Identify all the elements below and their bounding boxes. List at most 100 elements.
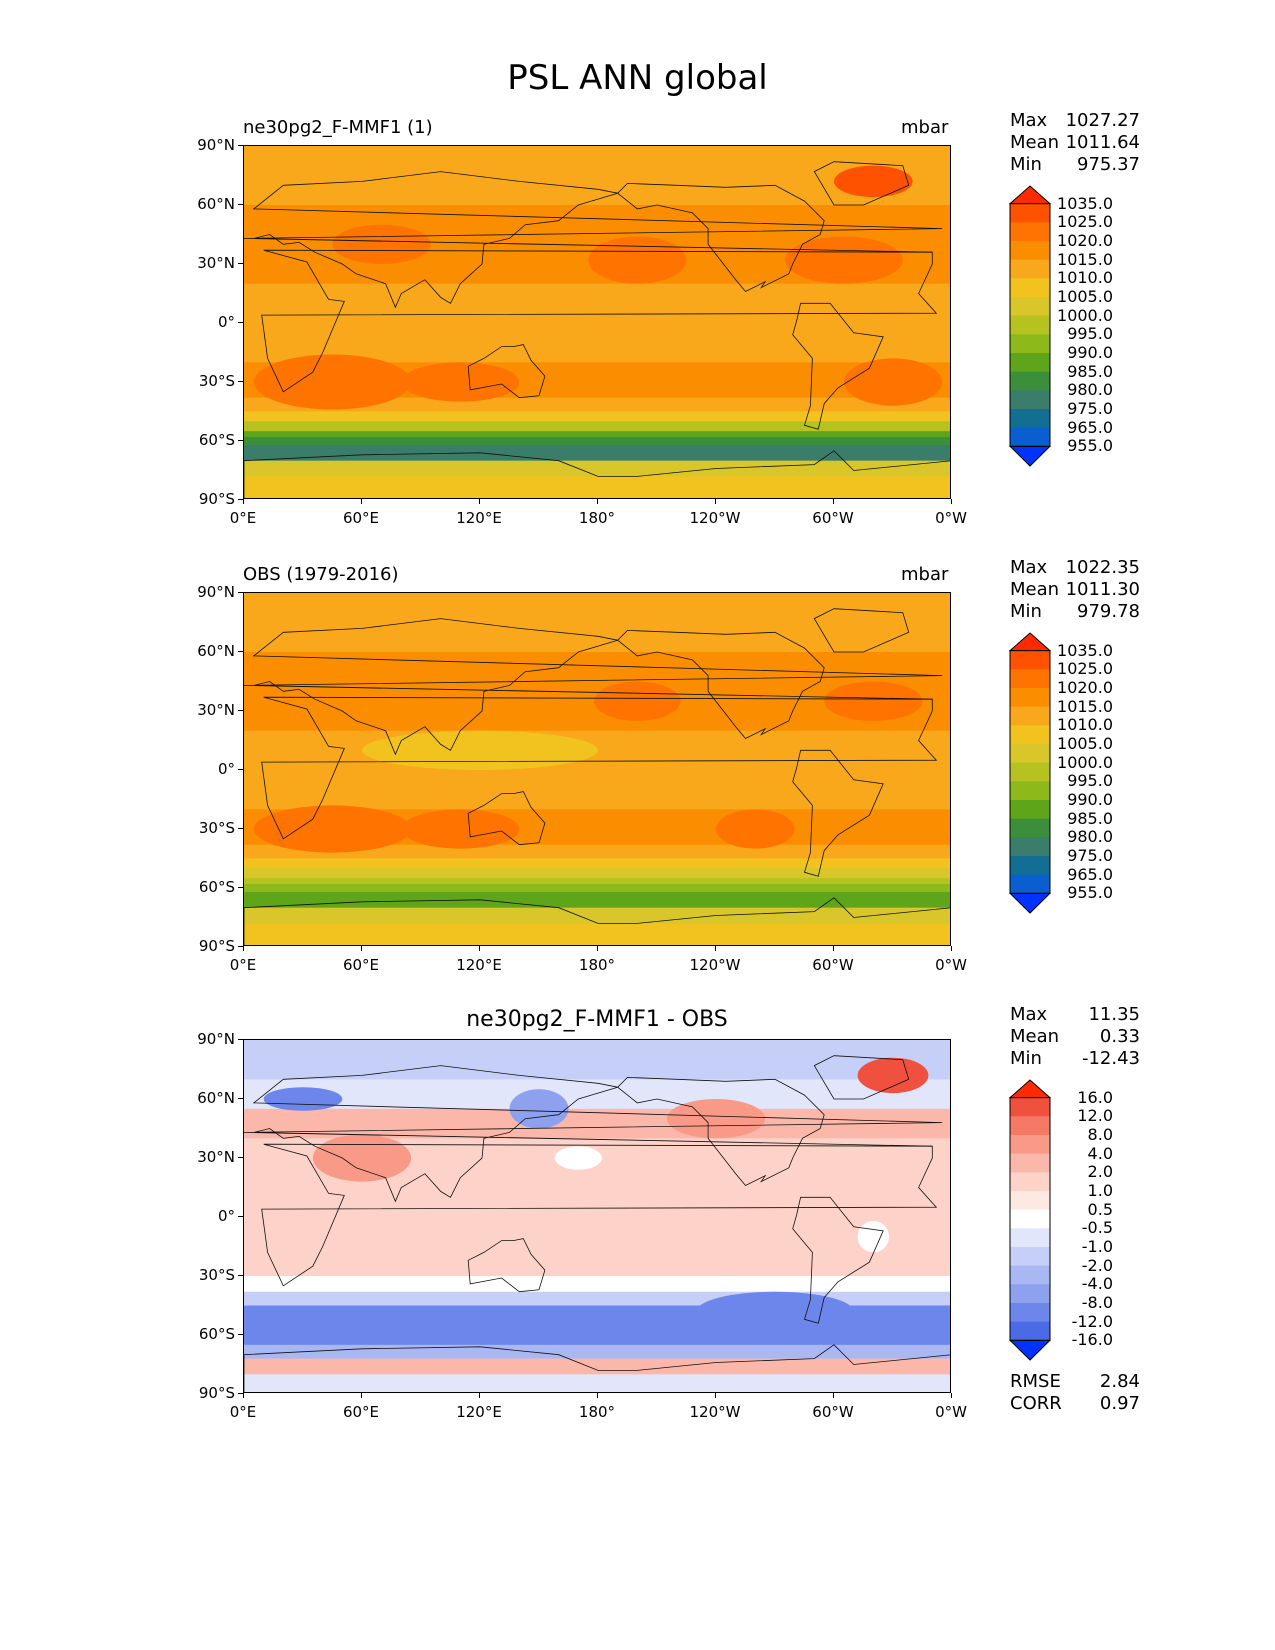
lat-tick-mark bbox=[238, 651, 243, 652]
colorbar-segment bbox=[1010, 427, 1050, 447]
colorbar-segment bbox=[1010, 1191, 1050, 1211]
panel-units-label: mbar bbox=[901, 117, 949, 138]
stat-name: Min bbox=[1010, 601, 1042, 622]
stat-name: CORR bbox=[1010, 1393, 1062, 1414]
stat-name: Max bbox=[1010, 557, 1048, 578]
stat-row: Mean 1011.30 bbox=[1010, 579, 1140, 601]
colorbar-segment bbox=[1010, 1303, 1050, 1323]
coastline bbox=[813, 608, 910, 653]
colorbar-segment bbox=[1010, 315, 1050, 335]
colorbar-segment bbox=[1010, 837, 1050, 857]
lon-tick-label: 0°W bbox=[935, 509, 967, 527]
field-feature bbox=[509, 1089, 569, 1129]
field-band bbox=[244, 397, 950, 412]
stat-row: Max 1022.35 bbox=[1010, 557, 1140, 579]
lon-tick-mark bbox=[243, 499, 244, 504]
colorbar-svg bbox=[1008, 1079, 1052, 1361]
map-plot-area bbox=[243, 1039, 951, 1393]
coastline bbox=[244, 1344, 950, 1392]
field-feature bbox=[784, 236, 903, 284]
lon-tick-label: 120°W bbox=[689, 1403, 741, 1421]
coastline bbox=[617, 182, 825, 292]
figure-title: PSL ANN global bbox=[507, 58, 768, 98]
field-band bbox=[244, 146, 950, 206]
lat-tick-label: 60°N bbox=[197, 195, 235, 213]
colorbar-extend-bottom bbox=[1008, 1339, 1052, 1361]
colorbar-tick-label: -16.0 bbox=[1071, 1330, 1113, 1350]
lat-tick-mark bbox=[238, 145, 243, 146]
colorbar-segment bbox=[1010, 762, 1050, 782]
field-band bbox=[244, 431, 950, 438]
field-feature bbox=[696, 1291, 854, 1332]
field-feature bbox=[588, 236, 687, 284]
colorbar-segment bbox=[1010, 818, 1050, 838]
colorbar-tick-label: 985.0 bbox=[1067, 808, 1113, 828]
lon-tick-label: 120°W bbox=[689, 509, 741, 527]
lon-tick-mark bbox=[715, 946, 716, 951]
field-feature bbox=[824, 681, 923, 721]
colorbar-tick-label: 1035.0 bbox=[1057, 193, 1113, 213]
colorbar-segment bbox=[1010, 874, 1050, 894]
lat-tick-mark bbox=[238, 204, 243, 205]
colorbar-segment bbox=[1010, 856, 1050, 876]
colorbar-tick-label: 995.0 bbox=[1067, 324, 1113, 344]
stat-name: Mean bbox=[1010, 579, 1060, 600]
field-band bbox=[244, 1040, 950, 1080]
field-feature bbox=[401, 362, 520, 402]
field-feature bbox=[666, 1099, 766, 1139]
colorbar-segment bbox=[1010, 222, 1050, 242]
lat-tick-mark bbox=[238, 381, 243, 382]
colorbar-segment bbox=[1010, 259, 1050, 279]
lon-tick-mark bbox=[479, 1393, 480, 1398]
colorbar-tick-label: 1010.0 bbox=[1057, 268, 1113, 288]
lat-tick-mark bbox=[238, 1039, 243, 1040]
coastline bbox=[261, 696, 938, 840]
colorbar-segment bbox=[1010, 241, 1050, 261]
field-band bbox=[244, 891, 950, 909]
lat-tick-label: 0° bbox=[217, 760, 235, 778]
coastline bbox=[244, 897, 950, 945]
colorbar bbox=[1008, 185, 1052, 471]
map-field-svg bbox=[244, 593, 950, 945]
field-band bbox=[244, 884, 950, 893]
field-feature bbox=[594, 681, 681, 721]
coastline bbox=[617, 629, 825, 739]
field-band bbox=[244, 1358, 950, 1375]
colorbar-extend-top bbox=[1008, 185, 1052, 205]
stat-name: Min bbox=[1010, 154, 1042, 175]
field-feature bbox=[332, 224, 431, 264]
lat-tick-label: 0° bbox=[217, 313, 235, 331]
lon-tick-label: 180° bbox=[578, 1403, 616, 1421]
lat-tick-mark bbox=[238, 1275, 243, 1276]
stat-value: 0.97 bbox=[1099, 1393, 1140, 1414]
lat-tick-label: 30°S bbox=[198, 372, 235, 390]
field-band bbox=[244, 444, 950, 462]
lon-tick-label: 60°W bbox=[812, 1403, 854, 1421]
lat-tick-mark bbox=[238, 710, 243, 711]
field-band bbox=[244, 411, 950, 422]
lat-tick-mark bbox=[238, 1098, 243, 1099]
field-band bbox=[244, 593, 950, 653]
colorbar-tick-label: 1000.0 bbox=[1057, 752, 1113, 772]
colorbar-tick-label: 1025.0 bbox=[1057, 659, 1113, 679]
stat-value: 1022.35 bbox=[1065, 557, 1140, 578]
lat-tick-mark bbox=[238, 1157, 243, 1158]
stat-value: 11.35 bbox=[1088, 1004, 1140, 1025]
lat-tick-label: 30°N bbox=[197, 701, 235, 719]
lon-tick-label: 0°E bbox=[229, 956, 257, 974]
field-band bbox=[244, 476, 950, 498]
colorbar-extend-bottom bbox=[1008, 445, 1052, 467]
lat-tick-mark bbox=[238, 769, 243, 770]
lat-tick-label: 30°S bbox=[198, 1266, 235, 1284]
colorbar-tick-label: 2.0 bbox=[1087, 1162, 1113, 1182]
colorbar-tick-label: 975.0 bbox=[1067, 399, 1113, 418]
stats-block: Max 1022.35 Mean 1011.30 Min 979.78 bbox=[1010, 557, 1140, 623]
colorbar-segment bbox=[1010, 1265, 1050, 1285]
colorbar-frame bbox=[1009, 1097, 1051, 1341]
stat-row: Mean 0.33 bbox=[1010, 1026, 1140, 1048]
colorbar-tick-label: 965.0 bbox=[1067, 417, 1113, 437]
stat-value: 979.78 bbox=[1077, 601, 1140, 622]
field-band bbox=[244, 1374, 950, 1392]
field-band bbox=[244, 1276, 950, 1293]
lat-tick-label: 90°N bbox=[197, 583, 235, 601]
